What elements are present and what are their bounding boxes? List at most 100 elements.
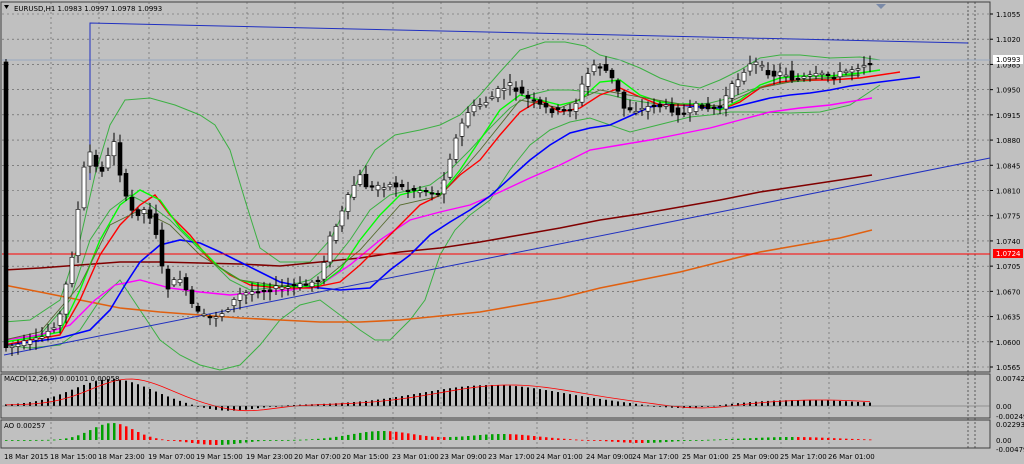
price-axis-label: 1.0740	[996, 238, 1021, 246]
macd-bar	[227, 406, 229, 411]
ao-bar	[29, 439, 32, 441]
ao-bar	[383, 430, 386, 440]
ao-bar	[395, 431, 398, 440]
ao-axis-label: -0.00479	[996, 446, 1024, 454]
ao-bar	[377, 431, 380, 440]
macd-bar	[857, 401, 859, 406]
candle-body	[57, 313, 63, 326]
ao-bar	[359, 432, 362, 440]
ao-bar	[827, 437, 830, 440]
ao-bar	[41, 439, 44, 441]
candle-body	[447, 158, 453, 178]
price-axis-label: 1.0985	[996, 61, 1021, 69]
ao-bar	[401, 432, 404, 440]
candle-body	[459, 122, 465, 137]
macd-bar	[845, 401, 847, 406]
candle-body	[117, 142, 123, 176]
macd-signal-line	[5, 378, 871, 412]
candle-body	[501, 88, 507, 91]
ao-bar	[185, 440, 188, 443]
ao-bar	[209, 440, 212, 445]
ao-bar	[497, 434, 500, 440]
candle-body	[579, 83, 585, 103]
macd-bar	[95, 381, 97, 406]
chart-menu-arrow-icon[interactable]	[4, 5, 9, 9]
macd-bar	[215, 406, 217, 410]
ao-bar	[485, 434, 488, 440]
ao-bar	[23, 439, 26, 441]
ao-bar	[863, 439, 866, 441]
ao-bar	[107, 423, 110, 440]
candle-body	[123, 173, 129, 197]
ao-bar	[677, 440, 680, 442]
price-axis-label: 1.0775	[996, 213, 1021, 221]
ao-bar	[869, 439, 872, 441]
ao-bar	[515, 434, 518, 440]
chart-shift-marker-icon[interactable]	[876, 4, 886, 9]
ao-bar	[227, 440, 230, 445]
time-axis-label: 20 Mar 15:00	[342, 453, 389, 461]
macd-bar	[413, 394, 415, 406]
macd-bar	[491, 385, 493, 406]
time-axis-label: 18 Mar 15:00	[50, 453, 97, 461]
candle-body	[105, 155, 111, 169]
price-axis-label: 1.0915	[996, 112, 1021, 120]
macd-bar	[77, 387, 79, 406]
candle-body	[63, 283, 69, 315]
macd-bar	[575, 395, 577, 406]
macd-bar	[809, 400, 811, 406]
ao-bar	[89, 430, 92, 440]
macd-bar	[293, 404, 295, 406]
candle-body	[9, 345, 15, 348]
macd-bar	[581, 396, 583, 406]
bollinger-upper	[3, 41, 881, 323]
macd-bar	[449, 388, 451, 406]
candle-body	[483, 102, 489, 106]
macd-bar	[323, 403, 325, 406]
candle-body	[471, 105, 477, 113]
macd-bar	[149, 389, 151, 406]
candle-body	[555, 107, 561, 110]
candle-body	[273, 285, 279, 289]
time-axis-label: 25 Mar 17:00	[780, 453, 827, 461]
macd-bar	[485, 385, 487, 406]
ao-bar	[647, 440, 650, 443]
ao-bar	[629, 440, 632, 443]
candle-body	[93, 154, 99, 167]
current-price-tag: 1.0993	[996, 56, 1021, 64]
ao-bar	[563, 438, 566, 440]
candle-body	[603, 64, 609, 71]
candle-body	[189, 289, 195, 304]
price-axis-label: 1.0670	[996, 288, 1021, 296]
candle-body	[687, 107, 693, 114]
chart-header: EURUSD,H1 1.0983 1.0997 1.0978 1.0993	[14, 5, 162, 13]
ao-bar	[179, 440, 182, 442]
ao-bar	[695, 440, 698, 441]
ao-bar	[509, 434, 512, 440]
ma-magenta	[3, 97, 873, 341]
macd-bar	[197, 406, 199, 407]
macd-bar	[527, 387, 529, 406]
ao-bar	[443, 437, 446, 440]
macd-bar	[617, 401, 619, 406]
macd-bar	[641, 404, 643, 406]
ao-bar	[557, 438, 560, 440]
candle-body	[621, 91, 627, 109]
price-axis-label: 1.0600	[996, 339, 1021, 347]
macd-bar	[143, 386, 145, 406]
macd-bar	[515, 386, 517, 406]
candle-body	[531, 99, 537, 102]
ao-bar	[689, 440, 692, 441]
candle-body	[519, 86, 525, 94]
ao-bar	[707, 439, 710, 441]
ao-bar	[245, 440, 248, 443]
candle-body	[297, 283, 303, 288]
line-price-tag: 1.0724	[996, 250, 1021, 258]
macd-bar	[869, 402, 871, 406]
candle-body	[807, 74, 813, 77]
macd-bar	[509, 385, 511, 406]
time-axis-label: 26 Mar 01:00	[828, 453, 875, 461]
ao-bar	[659, 440, 662, 443]
